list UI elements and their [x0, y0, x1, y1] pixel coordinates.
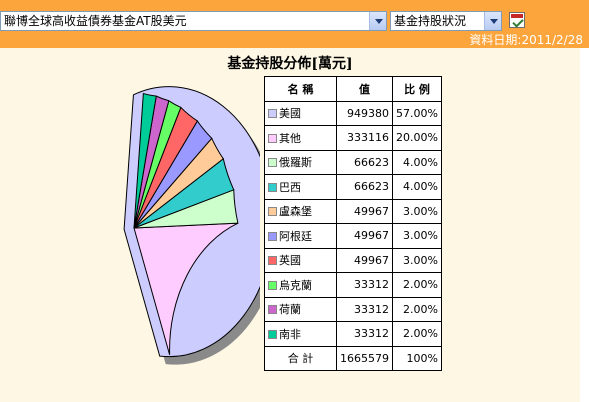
row-name-cell: 烏克蘭: [263, 272, 338, 298]
row-name-cell: 阿根廷: [263, 223, 338, 249]
row-ratio: 20.00%: [392, 125, 442, 151]
row-ratio: 4.00%: [392, 174, 442, 200]
table-row: 南非 33312 2.00%: [263, 321, 442, 347]
row-name: 俄羅斯: [279, 156, 312, 170]
row-value: 949380: [336, 100, 394, 126]
row-name-cell: 盧森堡: [263, 198, 338, 224]
pie-slice-1: [133, 222, 239, 355]
row-ratio: 3.00%: [392, 247, 442, 273]
chevron-down-icon[interactable]: [369, 12, 386, 30]
legend-swatch: [268, 182, 277, 192]
row-name: 南非: [279, 327, 301, 341]
chart-title: 基金持股分佈[萬元]: [227, 56, 353, 72]
row-value: 33312: [336, 272, 394, 298]
legend-swatch: [268, 109, 277, 119]
row-ratio: 3.00%: [392, 223, 442, 249]
row-ratio: 2.00%: [392, 321, 442, 347]
table-row: 阿根廷 49967 3.00%: [263, 223, 442, 249]
holdings-table: 名 稱 值 比 例 美國 949380 57.00% 其他 333116 20.00% 俄羅…: [263, 76, 442, 371]
view-select-value: 基金持股狀況: [394, 14, 467, 28]
row-name-cell: 荷蘭: [263, 296, 338, 322]
row-name-cell: 其他: [263, 125, 338, 151]
total-label: 合 計: [263, 345, 338, 371]
fund-select-value: 聯博全球高收益債券基金AT股美元: [4, 14, 187, 28]
legend-swatch: [268, 329, 277, 339]
row-ratio: 57.00%: [392, 100, 442, 126]
table-row: 英國 49967 3.00%: [263, 247, 442, 273]
table-total-row: 合 計 1665579 100%: [263, 345, 442, 371]
row-name: 巴西: [279, 180, 301, 194]
row-name-cell: 南非: [263, 321, 338, 347]
row-name: 盧森堡: [279, 205, 312, 219]
row-name-cell: 巴西: [263, 174, 338, 200]
data-date: 資料日期:2011/2/28: [469, 33, 583, 47]
row-name: 其他: [279, 131, 301, 145]
row-value: 33312: [336, 321, 394, 347]
table-row: 巴西 66623 4.00%: [263, 174, 442, 200]
row-value: 333116: [336, 125, 394, 151]
row-name: 英國: [279, 254, 301, 268]
row-name: 烏克蘭: [279, 278, 312, 292]
holdings-table-body: 美國 949380 57.00% 其他 333116 20.00% 俄羅斯 66623 4.00…: [263, 100, 442, 347]
row-name: 荷蘭: [279, 303, 301, 317]
row-name-cell: 美國: [263, 100, 338, 126]
row-ratio: 2.00%: [392, 296, 442, 322]
row-value: 66623: [336, 174, 394, 200]
row-value: 66623: [336, 149, 394, 175]
pie-slice-9: [133, 92, 157, 229]
row-ratio: 4.00%: [392, 149, 442, 175]
fund-select[interactable]: 聯博全球高收益債券基金AT股美元: [0, 11, 387, 31]
table-row: 荷蘭 33312 2.00%: [263, 296, 442, 322]
legend-swatch: [268, 207, 277, 217]
table-row: 俄羅斯 66623 4.00%: [263, 149, 442, 175]
header-bar: 聯博全球高收益債券基金AT股美元 基金持股狀況 資料日期:2011/2/28: [0, 0, 589, 48]
chart-options-icon[interactable]: [509, 12, 525, 28]
row-name: 阿根廷: [279, 229, 312, 243]
view-select[interactable]: 基金持股狀況: [390, 11, 502, 31]
row-ratio: 2.00%: [392, 272, 442, 298]
pie-chart: [123, 86, 260, 365]
row-value: 33312: [336, 296, 394, 322]
row-ratio: 3.00%: [392, 198, 442, 224]
row-value: 49967: [336, 247, 394, 273]
table-row: 盧森堡 49967 3.00%: [263, 198, 442, 224]
col-header-value: 值: [336, 76, 394, 102]
row-value: 49967: [336, 198, 394, 224]
total-value: 1665579: [336, 345, 394, 371]
table-row: 其他 333116 20.00%: [263, 125, 442, 151]
legend-swatch: [268, 231, 277, 241]
legend-swatch: [268, 305, 277, 315]
chevron-down-icon[interactable]: [484, 12, 501, 30]
table-header-row: 名 稱 值 比 例: [263, 76, 442, 102]
table-row: 美國 949380 57.00%: [263, 100, 442, 126]
legend-swatch: [268, 158, 277, 168]
legend-swatch: [268, 280, 277, 290]
total-ratio: 100%: [392, 345, 442, 371]
row-name-cell: 英國: [263, 247, 338, 273]
col-header-name: 名 稱: [263, 76, 338, 102]
legend-swatch: [268, 133, 277, 143]
legend-swatch: [268, 256, 277, 266]
row-name-cell: 俄羅斯: [263, 149, 338, 175]
row-name: 美國: [279, 107, 301, 121]
row-value: 49967: [336, 223, 394, 249]
table-row: 烏克蘭 33312 2.00%: [263, 272, 442, 298]
col-header-ratio: 比 例: [392, 76, 442, 102]
